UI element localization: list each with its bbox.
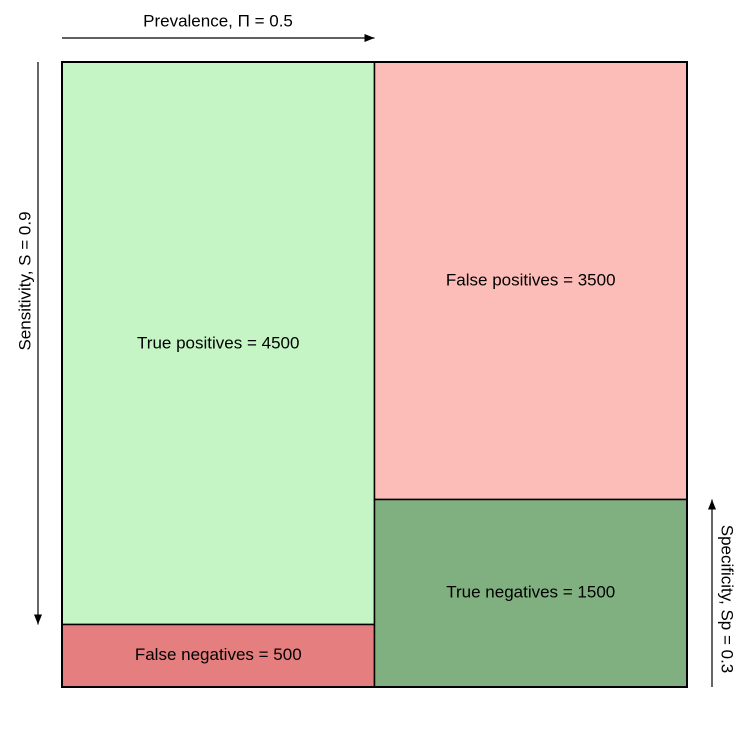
diagram-border — [61, 61, 688, 688]
false-negatives-cell — [61, 623, 376, 688]
sensitivity-label: Sensitivity, S = 0.9 — [15, 211, 34, 350]
false-negatives-label: False negatives = 500 — [135, 645, 302, 664]
true-negatives-cell — [373, 498, 688, 688]
prevalence-label: Prevalence, Π = 0.5 — [143, 11, 293, 30]
true-negatives-label: True negatives = 1500 — [446, 583, 615, 602]
true-positives-cell — [61, 61, 376, 626]
false-positives-label: False positives = 3500 — [446, 270, 616, 289]
true-positives-label: True positives = 4500 — [137, 333, 299, 352]
specificity-label: Specificity, Sp = 0.3 — [718, 525, 737, 674]
